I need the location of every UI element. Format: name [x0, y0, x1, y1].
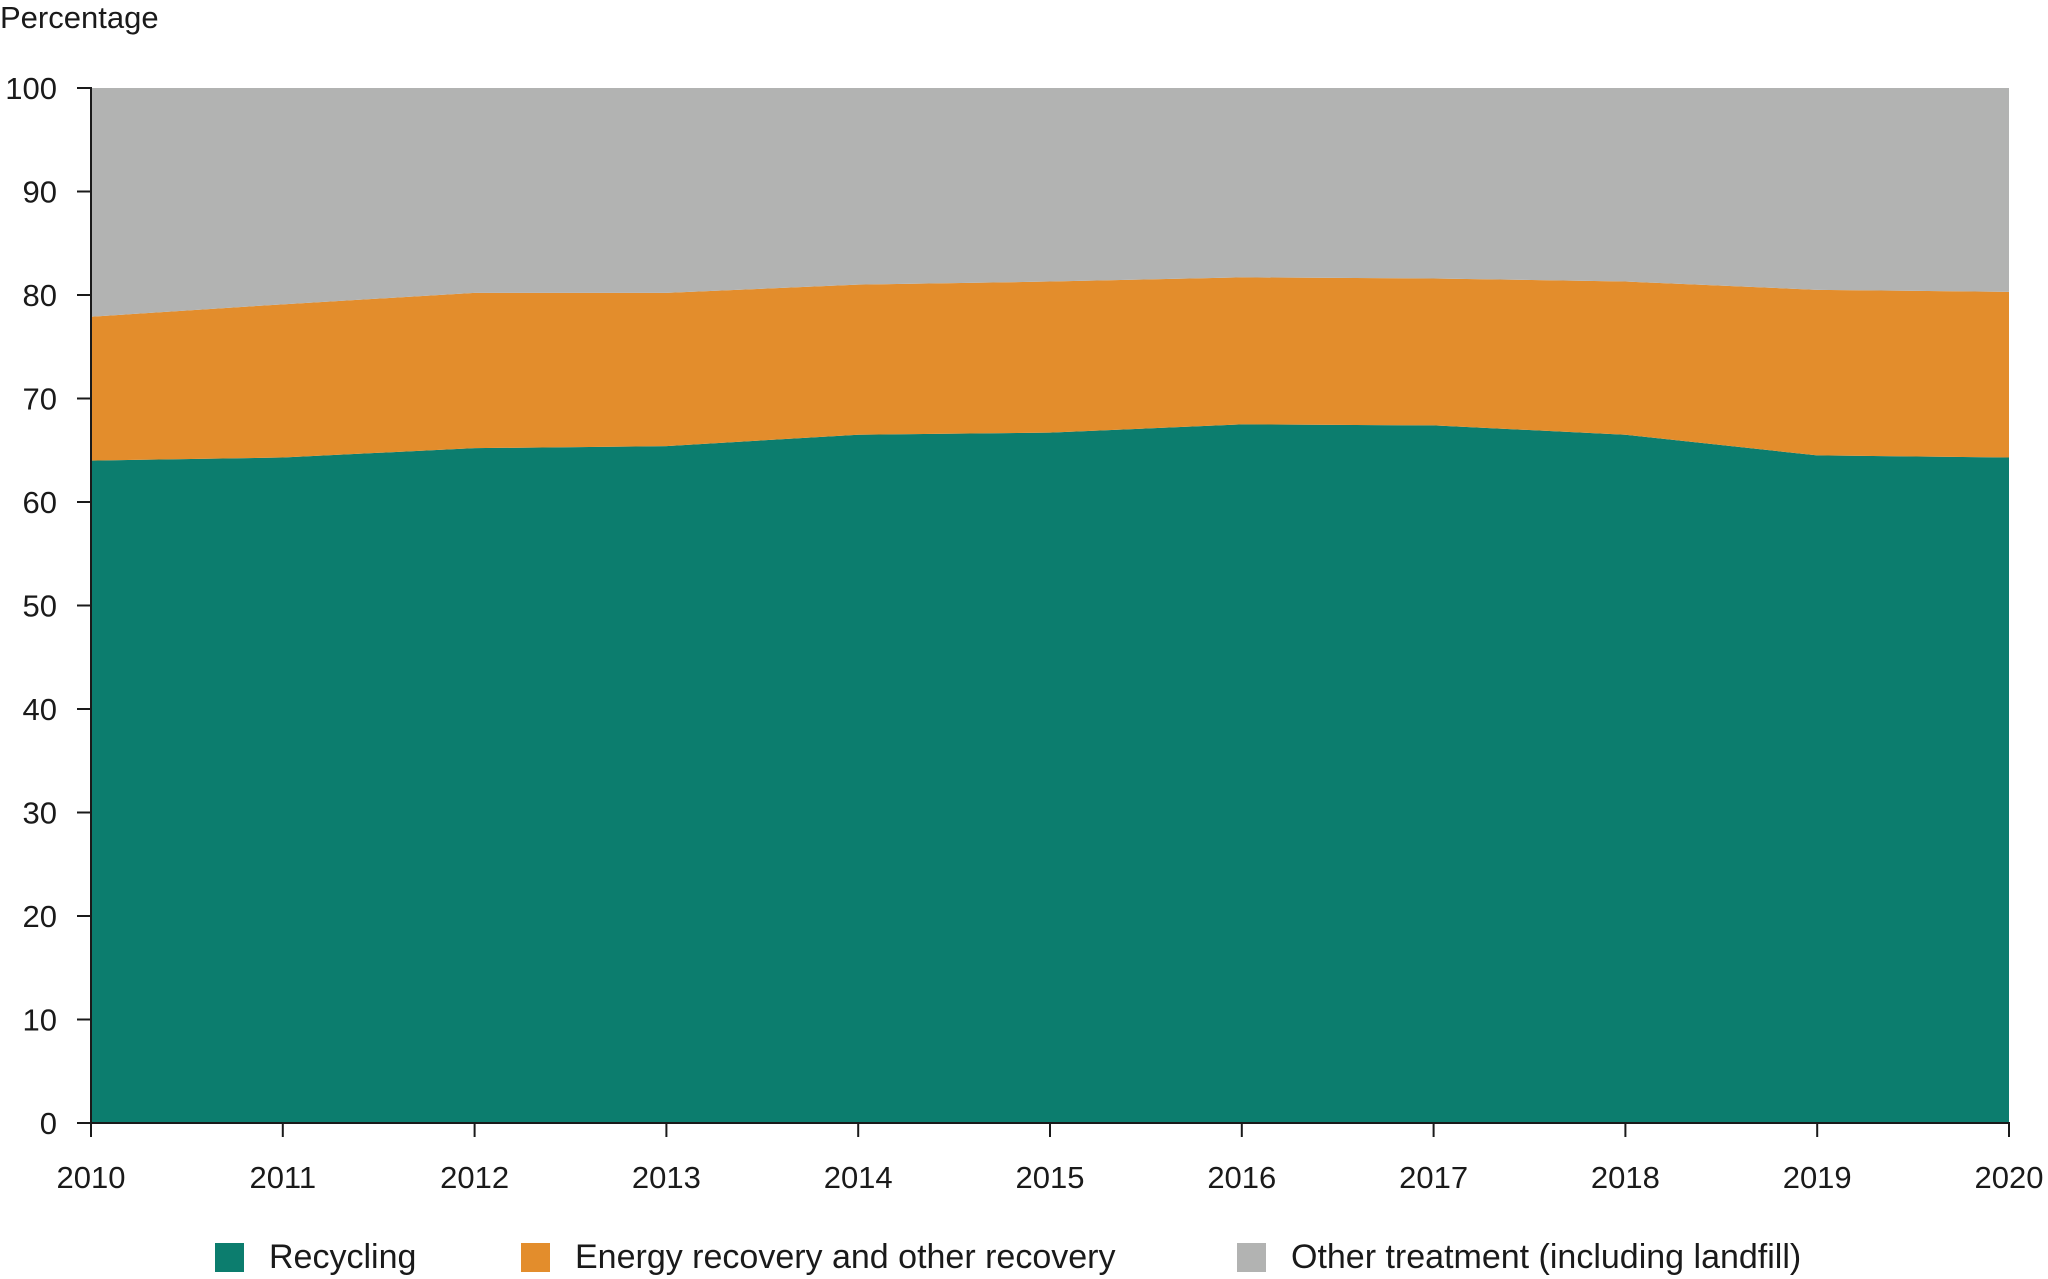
y-tick-label: 50	[23, 589, 57, 624]
y-tick-label: 100	[5, 71, 57, 106]
x-tick-label: 2020	[1975, 1160, 2044, 1195]
legend-item: Other treatment (including landfill)	[1237, 1237, 1801, 1277]
y-tick-label: 90	[23, 175, 57, 210]
y-tick-label: 40	[23, 692, 57, 727]
x-tick-label: 2010	[57, 1160, 126, 1195]
x-tick-label: 2011	[249, 1160, 316, 1195]
chart-plot: 0 10 20 30 40 50 60 70 80 90 100 2010 2011 2012 2013 20…	[5, 71, 2044, 1195]
legend-swatch	[1237, 1242, 1266, 1272]
x-tick-label: 2014	[824, 1160, 893, 1195]
y-tick-label: 30	[23, 796, 57, 831]
y-tick-label: 60	[23, 485, 57, 520]
x-tick-label: 2018	[1591, 1160, 1660, 1195]
legend-label: Energy recovery and other recovery	[575, 1237, 1116, 1276]
y-axis-title: Percentage	[0, 0, 159, 35]
legend-swatch	[215, 1242, 244, 1272]
area-series-2	[91, 277, 2009, 461]
y-tick-label: 70	[23, 382, 57, 417]
y-tick-label: 20	[23, 899, 57, 934]
legend-item: Energy recovery and other recovery	[521, 1237, 1115, 1277]
x-tick-label: 2013	[632, 1160, 701, 1195]
y-tick-label: 10	[23, 1003, 57, 1038]
area-series-1	[91, 424, 2009, 1123]
legend: Recycling Energy recovery and other recov…	[0, 1237, 2048, 1279]
y-tick-label: 0	[40, 1106, 57, 1141]
x-tick-label: 2015	[1016, 1160, 1085, 1195]
legend-swatch	[521, 1242, 550, 1272]
x-tick-label: 2016	[1207, 1160, 1276, 1195]
x-tick-label: 2017	[1399, 1160, 1468, 1195]
x-tick-label: 2019	[1783, 1160, 1852, 1195]
area-series-3	[91, 88, 2009, 317]
legend-item: Recycling	[215, 1237, 416, 1277]
legend-label: Recycling	[269, 1237, 417, 1276]
y-tick-label: 80	[23, 278, 57, 313]
x-tick-label: 2012	[440, 1160, 509, 1195]
legend-label: Other treatment (including landfill)	[1291, 1237, 1802, 1276]
